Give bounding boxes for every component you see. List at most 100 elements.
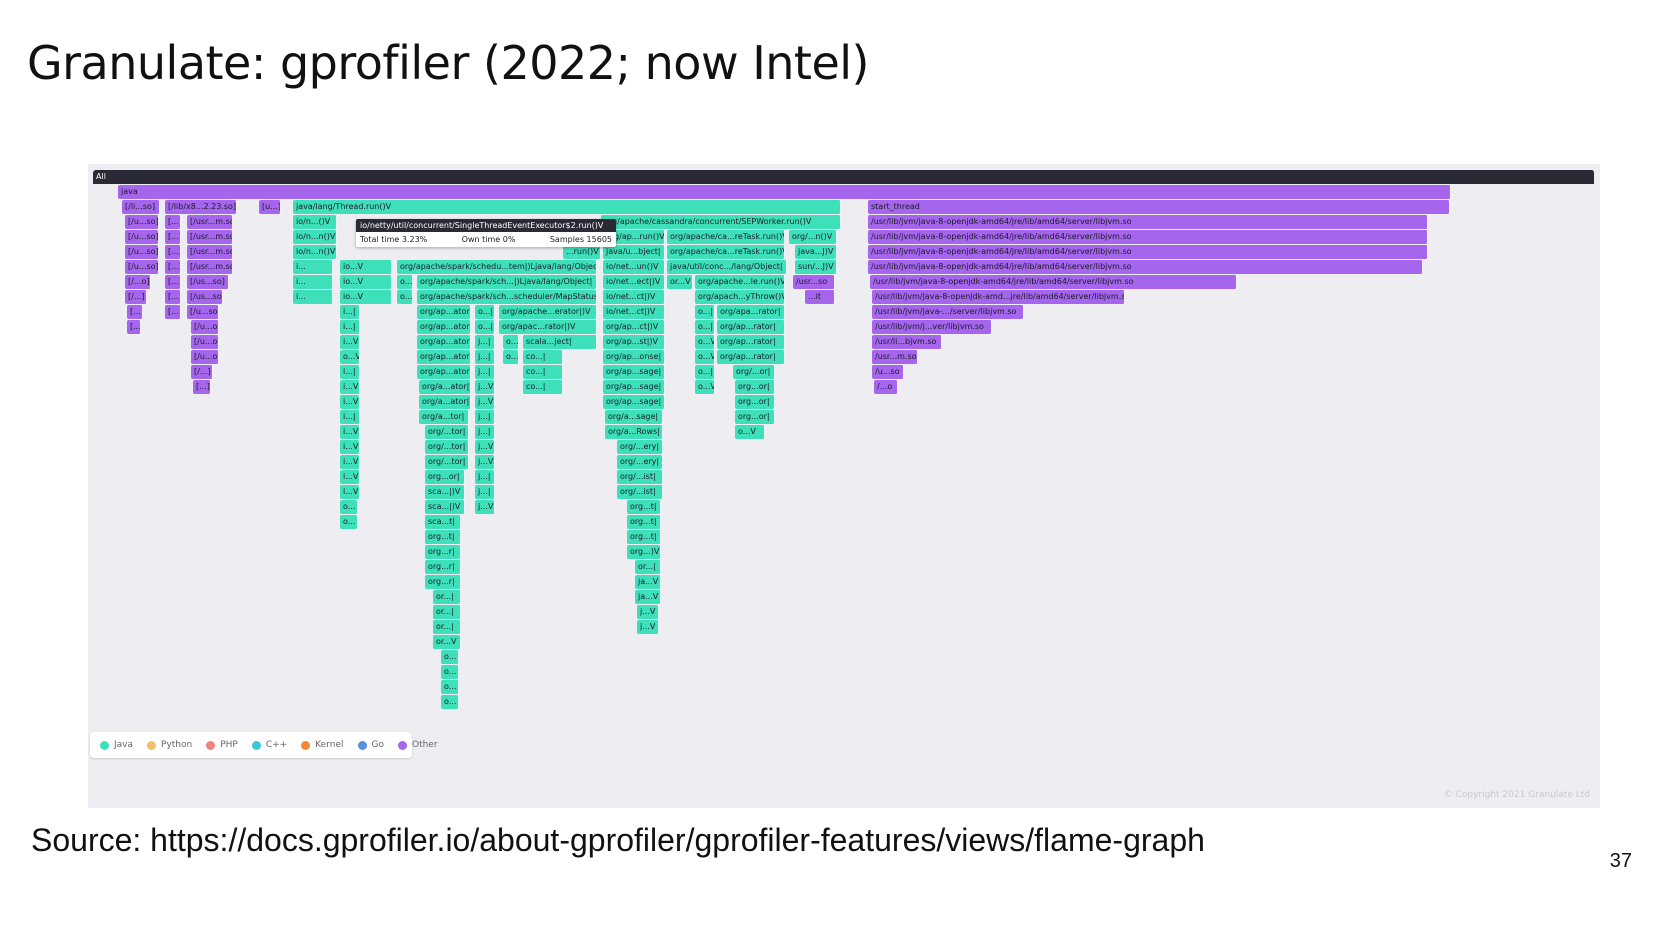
flame-frame[interactable]: org...r| xyxy=(425,560,461,574)
flame-frame[interactable]: /usr...so xyxy=(793,275,835,289)
flame-frame[interactable]: org/ap...sage| xyxy=(603,395,665,409)
flame-frame[interactable]: /usr/lib/jvm/java-8-openjdk-amd64/jre/li… xyxy=(868,260,1423,274)
flame-frame[interactable]: /u...so xyxy=(872,365,904,379)
flame-frame[interactable]: io/n...()V xyxy=(293,215,337,229)
flame-frame[interactable]: java xyxy=(118,185,1451,199)
flame-frame[interactable]: io/net...un()V xyxy=(603,260,665,274)
flame-frame[interactable]: /usr/lib/jvm/java-8-openjdk-amd64/jre/li… xyxy=(868,245,1428,259)
flame-frame[interactable]: org/a...tor| xyxy=(419,410,469,424)
flame-frame[interactable]: java/lang/Thread.run()V xyxy=(293,200,841,214)
flame-frame[interactable]: org/apache/ca...reTask.run()V xyxy=(667,230,785,244)
flame-frame[interactable]: org/...ery| xyxy=(617,455,663,469)
flame-frame[interactable]: /usr/lib/jvm/java-8-openjdk-amd...jre/li… xyxy=(872,290,1125,304)
flame-frame[interactable]: o... xyxy=(340,515,358,529)
flame-frame[interactable]: [/u...o] xyxy=(191,320,219,334)
flame-frame[interactable]: org/apache...le.run()V xyxy=(695,275,785,289)
flame-frame[interactable]: io/n...n()V xyxy=(293,230,337,244)
flame-frame[interactable]: o...V xyxy=(735,425,765,439)
flame-frame[interactable]: /usr/lib/jvm/java-.../server/libjvm.so xyxy=(872,305,1024,319)
flame-frame[interactable]: org/apac...rator|)V xyxy=(499,320,597,334)
flame-frame[interactable]: i...V xyxy=(340,395,360,409)
flame-frame[interactable]: org/a...ator| xyxy=(419,380,471,394)
flame-frame[interactable]: org/apache/spark/sch...|)Ljava/lang/Obje… xyxy=(417,275,597,289)
flame-frame[interactable]: j...V xyxy=(475,380,495,394)
flame-frame[interactable]: j...| xyxy=(475,335,495,349)
flame-frame[interactable]: org/apache/spark/sch...scheduler/MapStat… xyxy=(417,290,597,304)
flame-frame[interactable]: i...V xyxy=(340,380,360,394)
flame-frame[interactable]: org/ap...sage| xyxy=(603,365,665,379)
flame-frame[interactable]: co...| xyxy=(523,380,563,394)
flame-frame[interactable]: ja...V xyxy=(635,575,661,589)
flame-frame[interactable]: j...| xyxy=(475,410,495,424)
flame-frame[interactable]: org/apache...erator|)V xyxy=(499,305,597,319)
flame-frame[interactable]: j...| xyxy=(475,485,495,499)
flame-frame[interactable]: i... xyxy=(293,275,333,289)
flame-frame[interactable]: org...or| xyxy=(425,470,465,484)
flame-frame[interactable]: j...V xyxy=(475,440,495,454)
flame-graph[interactable]: All java [/li...so] [/lib/x8...2.23.so] [u..… xyxy=(93,170,1595,786)
flame-frame[interactable]: [...] xyxy=(193,380,211,394)
flame-frame[interactable]: [/usr...m.so] xyxy=(187,260,233,274)
flame-frame[interactable]: o...V xyxy=(695,380,715,394)
flame-frame[interactable]: [/u...o] xyxy=(191,335,219,349)
flame-frame[interactable]: org...or| xyxy=(735,395,775,409)
flame-frame[interactable]: o... xyxy=(340,500,358,514)
flame-frame[interactable]: org/...ist| xyxy=(617,470,663,484)
flame-frame[interactable]: org/...or| xyxy=(733,365,775,379)
flame-frame[interactable]: [/u...so] xyxy=(187,305,219,319)
flame-frame[interactable]: or...| xyxy=(635,560,661,574)
flame-frame[interactable]: org/ap...rator| xyxy=(717,335,785,349)
flame-frame[interactable]: [... xyxy=(127,320,141,334)
flame-frame[interactable]: j...V xyxy=(475,395,495,409)
flame-frame[interactable]: org...t| xyxy=(627,530,661,544)
flame-frame[interactable]: o...V xyxy=(695,335,715,349)
flame-frame[interactable]: org/ap...ator| xyxy=(417,305,471,319)
flame-frame[interactable]: sun/...J)V xyxy=(795,260,837,274)
flame-frame[interactable]: o...V xyxy=(695,350,715,364)
flame-frame[interactable]: i...| xyxy=(340,305,360,319)
flame-frame[interactable]: o... xyxy=(503,335,519,349)
flame-frame[interactable]: [...] xyxy=(165,230,181,244)
flame-frame[interactable]: org/...tor| xyxy=(425,455,469,469)
flame-frame[interactable]: org/ap...rator| xyxy=(717,350,785,364)
flame-frame[interactable]: i... xyxy=(293,290,333,304)
flame-frame[interactable]: org/ap...rator| xyxy=(717,320,785,334)
flame-frame[interactable]: ...run()V xyxy=(563,245,601,259)
flame-frame[interactable]: o...| xyxy=(695,365,715,379)
flame-frame[interactable]: o...| xyxy=(475,305,495,319)
flame-frame[interactable]: [... xyxy=(165,305,181,319)
flame-frame[interactable]: o... xyxy=(503,350,519,364)
flame-frame[interactable]: i...| xyxy=(340,320,360,334)
flame-frame[interactable]: org/ap...ator| xyxy=(417,365,471,379)
flame-frame[interactable]: j...V xyxy=(475,500,495,514)
flame-root-frame[interactable]: All xyxy=(93,170,1595,184)
flame-frame[interactable]: io...V xyxy=(340,260,392,274)
flame-frame[interactable]: sca...t| xyxy=(425,515,461,529)
flame-frame[interactable]: /usr/lib/jvm/java-8-openjdk-amd64/jre/li… xyxy=(870,275,1237,289)
flame-frame[interactable]: [/...] xyxy=(125,290,147,304)
flame-frame[interactable]: i...V xyxy=(340,335,360,349)
flame-frame[interactable]: [...] xyxy=(165,290,181,304)
flame-frame[interactable]: i... xyxy=(293,260,333,274)
flame-frame[interactable]: ja...V xyxy=(635,590,661,604)
flame-frame[interactable]: org...)V xyxy=(627,545,661,559)
flame-frame[interactable]: [u...] xyxy=(259,200,281,214)
flame-frame[interactable]: io/net...ect|)V xyxy=(603,275,665,289)
flame-frame[interactable]: org/ap...st|)V xyxy=(603,335,665,349)
flame-frame[interactable]: org/...n()V xyxy=(789,230,837,244)
flame-frame[interactable]: [/usr...m.so] xyxy=(187,245,233,259)
flame-frame[interactable]: org...r| xyxy=(425,575,461,589)
flame-frame[interactable]: [/u...so] xyxy=(125,245,159,259)
flame-frame[interactable]: org/ap...onse| xyxy=(603,350,665,364)
flame-frame[interactable]: or...| xyxy=(433,620,461,634)
flame-frame[interactable]: i...| xyxy=(340,365,360,379)
flame-frame[interactable]: [/li...so] xyxy=(122,200,160,214)
flame-frame[interactable]: j...V xyxy=(475,455,495,469)
flame-frame[interactable]: [/...o] xyxy=(125,275,151,289)
flame-frame[interactable]: [/u...o] xyxy=(191,350,219,364)
flame-frame[interactable]: java/util/conc.../lang/Object| xyxy=(667,260,787,274)
flame-frame[interactable]: j...V xyxy=(637,620,659,634)
flame-frame[interactable]: org...or| xyxy=(735,380,775,394)
flame-frame[interactable]: scala...ject| xyxy=(523,335,597,349)
flame-frame[interactable]: [/us...so] xyxy=(187,290,223,304)
